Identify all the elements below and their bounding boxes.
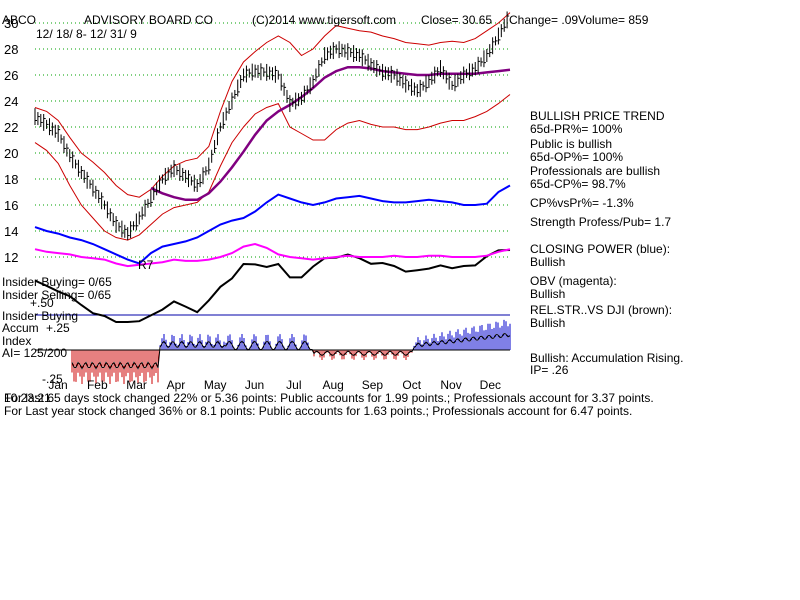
month-label: Nov [440,378,461,392]
month-label: Apr [167,378,186,392]
y-tick-label: 18 [4,172,18,187]
closing-power-line [34,184,511,265]
volume: Volume= 859 [578,13,649,27]
symbol: ABCO [2,13,37,27]
close-price: Close= 30.65 [421,13,493,27]
y-tick-label: 16 [4,198,18,213]
footer-line-65d: For last 65 days stock changed 22% or 5.… [4,391,654,405]
lower-band-line [34,94,511,241]
y-tick-label: 26 [4,68,18,83]
accum-plus25: +.25 [46,321,70,335]
strength-ratio: Strength Profess/Pub= 1.7 [530,215,672,229]
month-label: Jul [286,378,301,392]
month-label: Mar [126,378,147,392]
month-label: Dec [480,378,501,392]
price-bars [34,11,510,241]
r7-label: R7 [138,258,154,272]
relstr-status: Bullish [530,316,566,330]
accumulation-histogram [71,319,511,384]
accum-status: Bullish: Accumulation Rising. [530,351,684,365]
month-labels: Jan Feb Mar Apr May Jun Jul Aug Sep Oct Nov Dec [48,378,501,392]
insider-buying: Insider Buying= 0/65 [2,275,112,289]
op-value: 65d-OP%= 100% [530,150,624,164]
closing-power-status: Bullish [530,255,566,269]
moving-average-line [150,65,511,202]
pros-status: Professionals are bullish [530,164,661,178]
trend-title: BULLISH PRICE TREND [530,109,665,123]
series-lines [34,12,511,268]
obv-label: OBV (magenta): [530,274,617,288]
y-tick-labels: 12 14 16 18 20 22 24 26 28 30 [4,16,18,265]
y-tick-label: 22 [4,120,18,135]
month-label: Jun [245,378,264,392]
cp-vs-pr: CP%vsPr%= -1.3% [530,196,634,210]
month-label: Aug [322,378,343,392]
obv-line [34,242,511,268]
footer-line-year: For Last year stock changed 36% or 8.1 p… [4,404,633,418]
insider-buying-label: Insider Buying [2,309,79,323]
y-tick-label: 14 [4,224,18,239]
cp-value: 65d-CP%= 98.7% [530,177,626,191]
month-label: Oct [402,378,421,392]
pr-value: 65d-PR%= 100% [530,122,623,136]
copyright: (C)2014 www.tigersoft.com [252,13,397,27]
grid-lines [35,22,510,258]
upper-band-line [34,12,511,198]
month-label: May [204,378,227,392]
time-stamp: 10:23:21 [4,391,51,405]
y-tick-label: 12 [4,250,18,265]
ai-value: AI= 125/200 [2,346,68,360]
public-status: Public is bullish [530,137,613,151]
relstr-line [34,249,511,323]
insider-selling: Insider Selling= 0/65 [2,288,112,302]
closing-power-label: CLOSING POWER (blue): [530,242,671,256]
accum-minus25: -.25 [42,372,63,386]
month-label: Feb [87,378,108,392]
relstr-label: REL.STR..VS DJI (brown): [530,303,673,317]
y-tick-label: 30 [4,16,18,31]
y-tick-label: 24 [4,94,18,109]
accum-plus50: +.50 [30,296,54,310]
month-label: Sep [362,378,384,392]
company-name: ADVISORY BOARD CO [84,13,213,27]
accum-label: Accum [2,321,39,335]
index-label: Index [2,334,32,348]
change: Change= .09 [509,13,579,27]
date-range: 12/ 18/ 8- 12/ 31/ 9 [36,27,137,41]
y-tick-label: 20 [4,146,18,161]
ip-value: IP= .26 [530,363,569,377]
accum-ma-line [71,332,511,370]
month-label: Jan [48,378,67,392]
y-tick-label: 28 [4,42,18,57]
obv-status: Bullish [530,287,566,301]
